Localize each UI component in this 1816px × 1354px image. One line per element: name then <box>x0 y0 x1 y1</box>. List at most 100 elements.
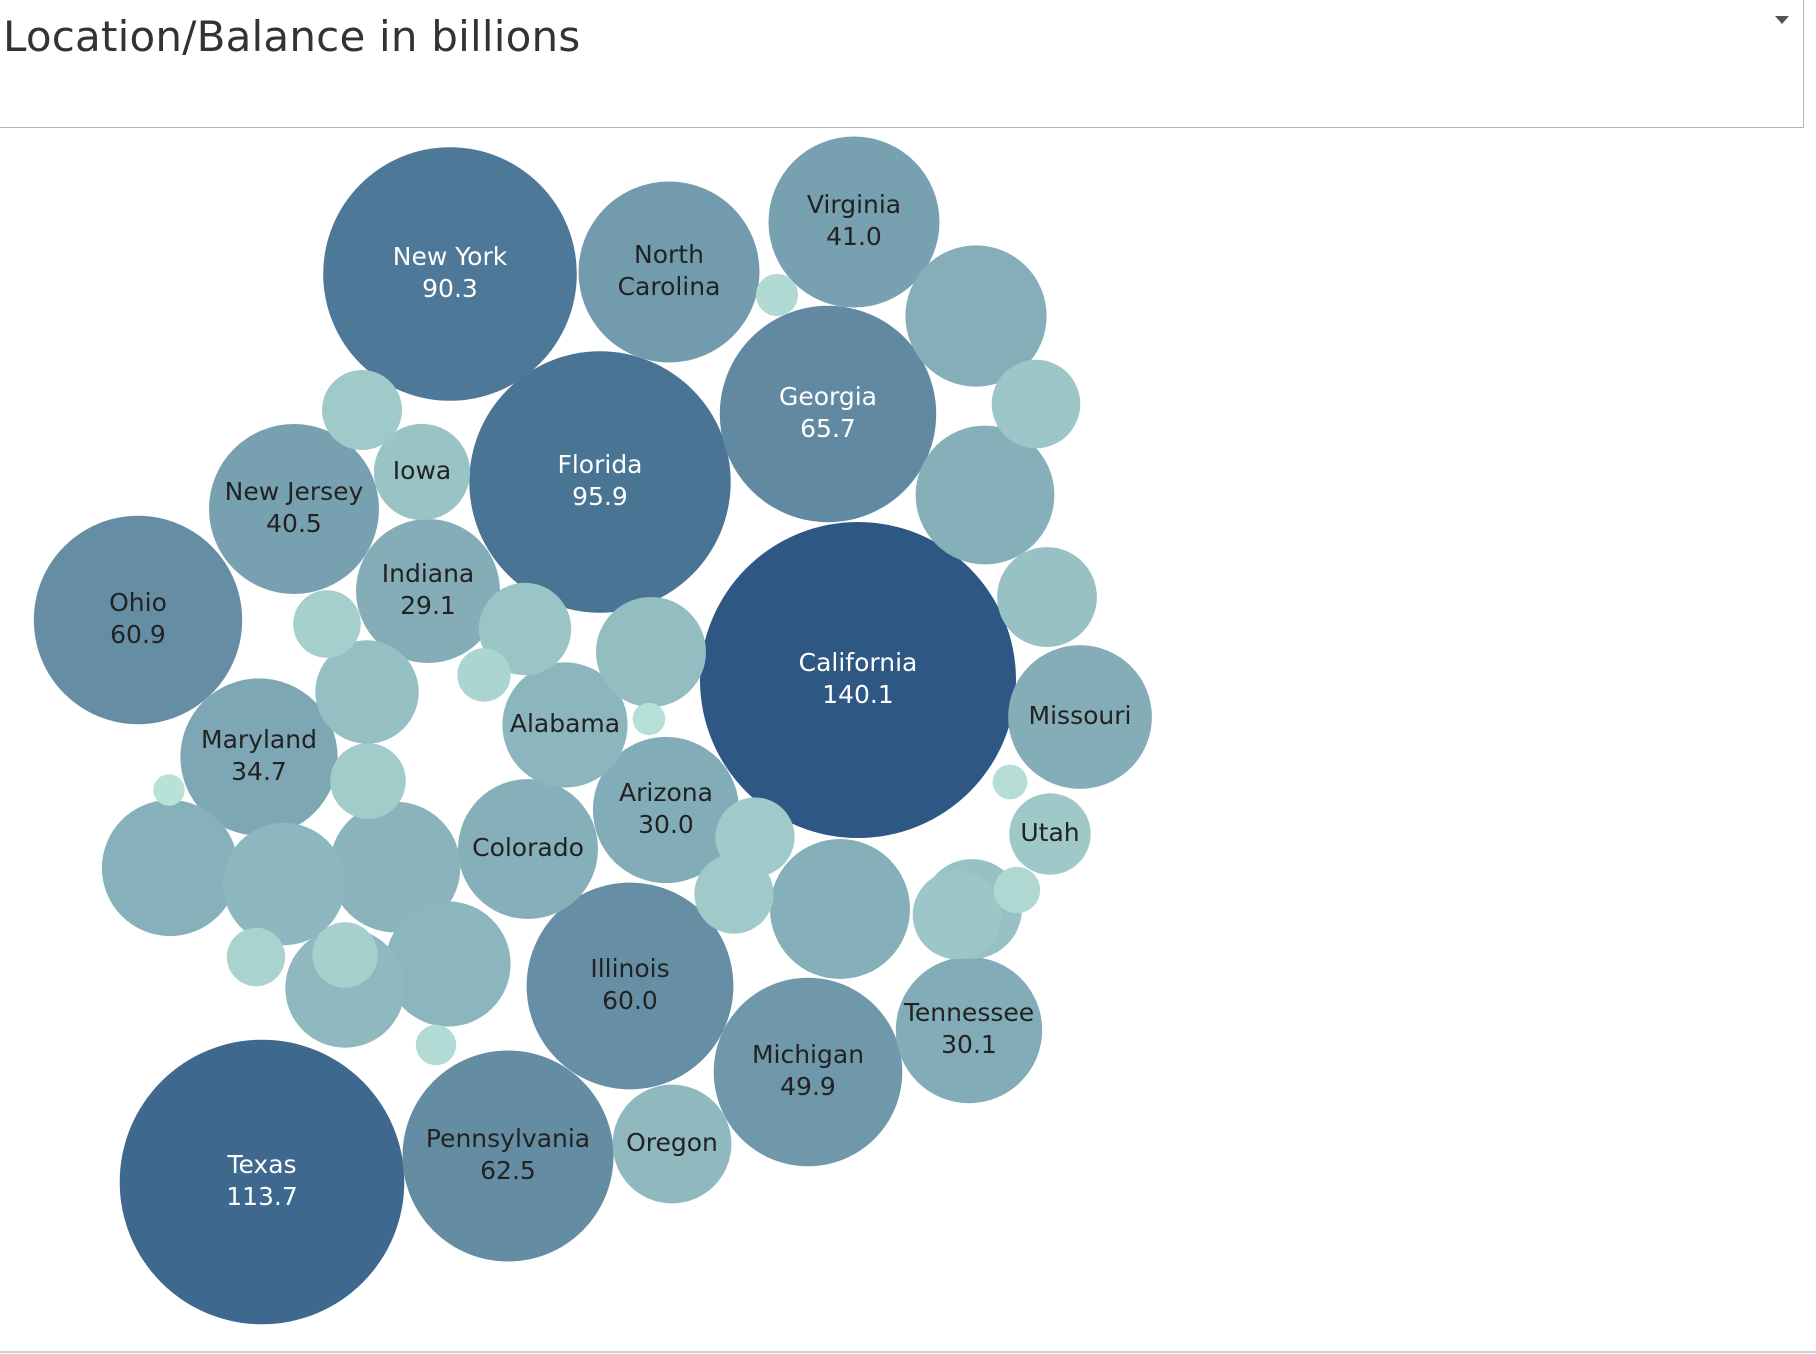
bubble-circle-state-32[interactable] <box>315 640 419 744</box>
bubble-circle-state-50[interactable] <box>632 702 666 736</box>
bubble-circle-ohio[interactable] <box>33 515 243 725</box>
bubble-utah[interactable]: Utah <box>1009 793 1091 875</box>
bubble-state-43[interactable] <box>312 922 378 988</box>
bubble-circle-utah[interactable] <box>1009 793 1091 875</box>
bubble-california[interactable]: California 140.1 <box>700 522 1016 838</box>
bubble-oregon[interactable]: Oregon <box>612 1084 732 1204</box>
bubble-indiana[interactable]: Indiana 29.1 <box>356 519 500 663</box>
bubble-state-27[interactable] <box>329 801 461 933</box>
bubble-texas[interactable]: Texas 113.7 <box>119 1039 405 1325</box>
bubble-state-46[interactable] <box>993 866 1041 914</box>
bubble-value-pennsylvania: 62.5 <box>480 1156 536 1185</box>
bubble-circle-state-48[interactable] <box>415 1024 457 1066</box>
bubble-state-44[interactable] <box>226 927 286 987</box>
bubble-state-40[interactable] <box>694 854 774 934</box>
bubble-iowa[interactable]: Iowa <box>373 423 471 521</box>
bubble-state-31[interactable] <box>596 597 706 707</box>
bubble-state-26[interactable] <box>101 799 239 937</box>
bubble-circle-florida[interactable] <box>469 351 731 613</box>
bubble-state-36[interactable] <box>991 359 1081 449</box>
bubble-circle-state-49[interactable] <box>992 764 1028 800</box>
bubble-state-47[interactable] <box>755 273 799 317</box>
bubble-michigan[interactable]: Michigan 49.9 <box>713 977 903 1167</box>
bubble-circle-state-28[interactable] <box>385 901 511 1027</box>
bubble-state-48[interactable] <box>415 1024 457 1066</box>
bubble-circle-state-38[interactable] <box>322 370 402 450</box>
bubble-circle-state-23[interactable] <box>905 245 1047 387</box>
bubble-alabama[interactable]: Alabama <box>502 662 628 788</box>
bubble-virginia[interactable]: Virginia 41.0 <box>768 136 940 308</box>
bubble-circle-california[interactable] <box>700 522 1016 838</box>
bubble-circle-north-carolina[interactable] <box>578 181 760 363</box>
bubble-new-jersey[interactable]: New Jersey 40.5 <box>209 424 379 594</box>
bubble-circle-state-47[interactable] <box>755 273 799 317</box>
bubble-circle-pennsylvania[interactable] <box>402 1050 614 1262</box>
bubble-circle-state-45[interactable] <box>457 648 511 702</box>
bubble-state-25[interactable] <box>915 425 1055 565</box>
bubble-state-50[interactable] <box>632 702 666 736</box>
bubble-colorado[interactable]: Colorado <box>458 779 598 919</box>
bubble-maryland[interactable]: Maryland 34.7 <box>180 678 338 836</box>
bubble-circle-texas[interactable] <box>119 1039 405 1325</box>
bubble-circle-oregon[interactable] <box>612 1084 732 1204</box>
bubble-circle-missouri[interactable] <box>1008 645 1152 789</box>
bubble-circle-maryland[interactable] <box>180 678 338 836</box>
bubble-circle-state-43[interactable] <box>312 922 378 988</box>
bubble-circle-state-42[interactable] <box>293 590 361 658</box>
bubble-circle-virginia[interactable] <box>768 136 940 308</box>
bubble-pennsylvania[interactable]: Pennsylvania 62.5 <box>402 1050 614 1262</box>
bubble-circle-state-27[interactable] <box>329 801 461 933</box>
bubble-state-24[interactable] <box>770 839 910 979</box>
bubble-state-32[interactable] <box>315 640 419 744</box>
bubble-state-38[interactable] <box>322 370 402 450</box>
bubble-circle-arizona[interactable] <box>592 736 740 884</box>
bubble-ohio[interactable]: Ohio 60.9 <box>33 515 243 725</box>
bubble-label-utah: Utah <box>1020 818 1079 847</box>
bubble-circle-state-29[interactable] <box>222 822 346 946</box>
bubble-georgia[interactable]: Georgia 65.7 <box>719 305 937 523</box>
bubble-new-york[interactable]: New York 90.3 <box>323 147 577 401</box>
bubble-circle-state-44[interactable] <box>226 927 286 987</box>
bubble-state-23[interactable] <box>905 245 1047 387</box>
bubble-circle-state-51[interactable] <box>153 774 185 806</box>
bubble-circle-iowa[interactable] <box>373 423 471 521</box>
bubble-circle-state-26[interactable] <box>101 799 239 937</box>
bubble-circle-indiana[interactable] <box>356 519 500 663</box>
bubble-circle-state-31[interactable] <box>596 597 706 707</box>
bubble-missouri[interactable]: Missouri <box>1008 645 1152 789</box>
bubble-circle-state-35[interactable] <box>478 582 572 676</box>
bubble-label-pennsylvania: Pennsylvania <box>426 1124 590 1153</box>
bubble-state-29[interactable] <box>222 822 346 946</box>
bubble-circle-state-33[interactable] <box>997 547 1097 647</box>
bubble-circle-georgia[interactable] <box>719 305 937 523</box>
bubble-circle-state-41[interactable] <box>330 743 406 819</box>
bubble-state-42[interactable] <box>293 590 361 658</box>
bubble-state-41[interactable] <box>330 743 406 819</box>
bubble-arizona[interactable]: Arizona 30.0 <box>592 736 740 884</box>
bubble-state-49[interactable] <box>992 764 1028 800</box>
bubble-state-28[interactable] <box>385 901 511 1027</box>
caret-down-icon[interactable] <box>1775 16 1789 24</box>
bubble-north-carolina[interactable]: North Carolina <box>578 181 760 363</box>
bubble-circle-state-25[interactable] <box>915 425 1055 565</box>
bubble-circle-tennessee[interactable] <box>895 956 1043 1104</box>
bubble-state-35[interactable] <box>478 582 572 676</box>
bubble-circle-alabama[interactable] <box>502 662 628 788</box>
bubble-circle-state-24[interactable] <box>770 839 910 979</box>
bubble-circle-state-37[interactable] <box>912 870 1002 960</box>
bubble-state-37[interactable] <box>912 870 1002 960</box>
bubble-circle-state-46[interactable] <box>993 866 1041 914</box>
bubble-tennessee[interactable]: Tennessee 30.1 <box>895 956 1043 1104</box>
bubble-florida[interactable]: Florida 95.9 <box>469 351 731 613</box>
bubble-illinois[interactable]: Illinois 60.0 <box>526 882 734 1090</box>
bubble-state-33[interactable] <box>997 547 1097 647</box>
bubble-circle-illinois[interactable] <box>526 882 734 1090</box>
bubble-state-51[interactable] <box>153 774 185 806</box>
bubble-circle-colorado[interactable] <box>458 779 598 919</box>
bubble-circle-new-jersey[interactable] <box>209 424 379 594</box>
bubble-circle-state-36[interactable] <box>991 359 1081 449</box>
bubble-circle-michigan[interactable] <box>713 977 903 1167</box>
bubble-circle-new-york[interactable] <box>323 147 577 401</box>
bubble-circle-state-40[interactable] <box>694 854 774 934</box>
bubble-state-45[interactable] <box>457 648 511 702</box>
